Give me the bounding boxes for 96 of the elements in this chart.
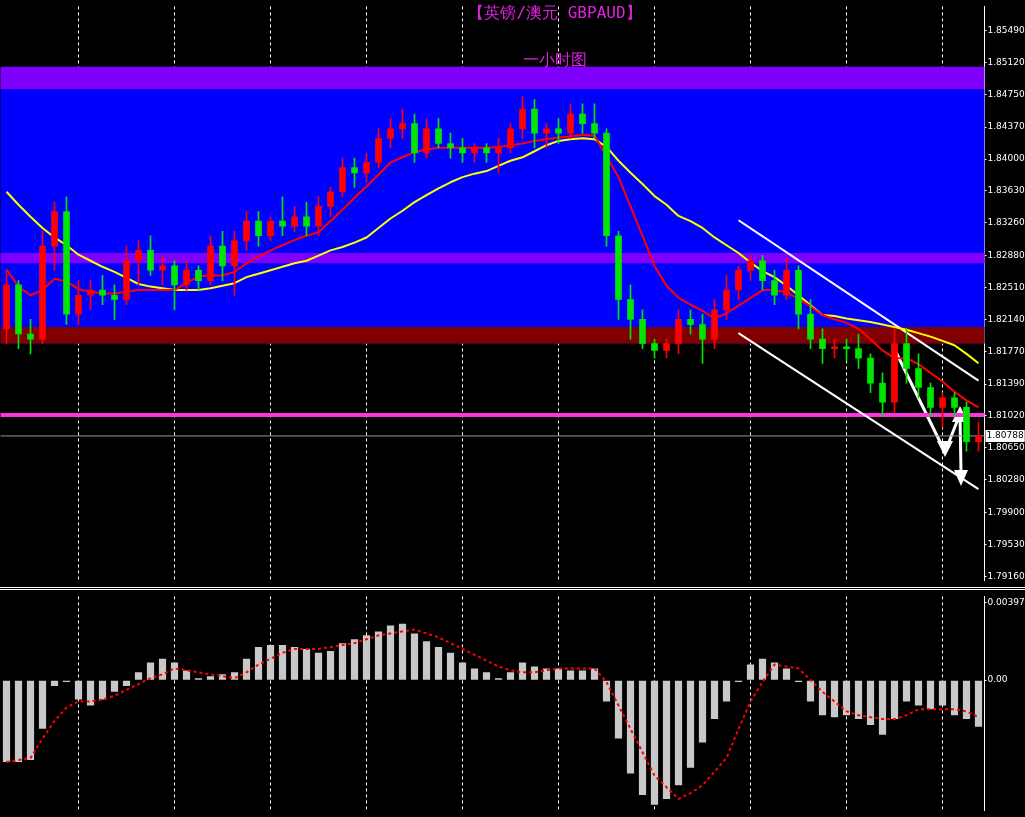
y-tick-label: 1.83260 <box>987 217 1025 228</box>
bar <box>182 670 191 680</box>
bar <box>278 645 287 680</box>
bar <box>770 662 779 680</box>
bar <box>914 680 923 706</box>
bar <box>686 680 695 768</box>
bar <box>854 680 863 720</box>
bar <box>842 680 851 716</box>
bar <box>698 680 707 743</box>
y-tick-label: 1.80280 <box>987 474 1025 485</box>
bar <box>890 680 899 720</box>
bar <box>134 672 143 680</box>
bar <box>758 658 767 680</box>
bar <box>374 631 383 680</box>
bar <box>614 680 623 739</box>
bar <box>974 680 983 727</box>
y-tick-label: 1.82880 <box>987 249 1025 260</box>
bar <box>626 680 635 774</box>
bar <box>782 668 791 680</box>
bar <box>434 647 443 680</box>
bar <box>506 672 515 680</box>
bar <box>98 680 107 700</box>
bar <box>962 680 971 720</box>
bar <box>158 658 167 680</box>
bar <box>950 680 959 716</box>
y-tick-label: 0.00 <box>987 674 1008 685</box>
bar <box>362 635 371 680</box>
bar <box>650 680 659 805</box>
bar <box>242 658 251 680</box>
y-tick-label: 1.81390 <box>987 378 1025 389</box>
y-tick-label: 1.81770 <box>987 345 1025 356</box>
bar <box>422 641 431 680</box>
y-tick-label: 1.85120 <box>987 56 1025 67</box>
bar <box>386 625 395 680</box>
y-tick-label: 1.84750 <box>987 88 1025 99</box>
bar <box>446 652 455 680</box>
bar <box>566 670 575 680</box>
bar <box>398 623 407 680</box>
y-tick-label: 1.79160 <box>987 570 1025 581</box>
bar <box>470 668 479 680</box>
bar <box>338 643 347 680</box>
bar <box>674 680 683 786</box>
bar <box>26 680 35 760</box>
bar <box>590 668 599 680</box>
bar <box>602 680 611 702</box>
bar <box>458 662 467 680</box>
bar <box>926 680 935 710</box>
chart-title: 【英镑/澳元 GBPAUD】 <box>467 3 643 24</box>
y-tick-label: 1.82510 <box>987 281 1025 292</box>
bar <box>122 680 131 686</box>
y-tick-label: 1.84370 <box>987 121 1025 132</box>
bar <box>542 668 551 680</box>
bar <box>902 680 911 702</box>
bar <box>878 680 887 735</box>
bar <box>830 680 839 718</box>
ref-line-label: 1.80788 <box>986 430 1024 441</box>
bar <box>326 650 335 680</box>
bar <box>206 676 215 680</box>
bar <box>710 680 719 720</box>
y-tick-label: 1.82140 <box>987 313 1025 324</box>
y-tick-label: 1.83630 <box>987 185 1025 196</box>
bar <box>50 680 59 686</box>
bar <box>722 680 731 702</box>
bar <box>146 662 155 680</box>
bar <box>818 680 827 716</box>
bar <box>410 633 419 680</box>
bar <box>302 648 311 680</box>
y-tick-label: 1.81020 <box>987 410 1025 421</box>
bar <box>38 680 47 729</box>
y-tick-label: 1.79900 <box>987 506 1025 517</box>
bar <box>518 662 527 680</box>
bar <box>482 672 491 680</box>
bar <box>350 639 359 680</box>
bar <box>746 664 755 680</box>
y-tick-label: 0.00397 <box>987 597 1025 608</box>
y-tick-label: 1.79530 <box>987 538 1025 549</box>
bar <box>866 680 875 725</box>
y-tick-label: 1.85490 <box>987 24 1025 35</box>
bar <box>314 652 323 680</box>
bar <box>806 680 815 702</box>
bar <box>266 645 275 680</box>
bar <box>662 680 671 799</box>
text: 一小时图 <box>522 50 588 71</box>
bar <box>938 680 947 706</box>
bar <box>2 680 11 762</box>
line-series <box>5 628 980 800</box>
y-tick-label: 1.84000 <box>987 153 1025 164</box>
bar <box>14 680 23 762</box>
bar <box>74 680 83 700</box>
bar <box>638 680 647 796</box>
bar <box>290 647 299 680</box>
bar <box>578 670 587 680</box>
bar <box>554 668 563 680</box>
bar <box>254 647 263 680</box>
bar <box>110 680 119 692</box>
y-tick-label: 1.80650 <box>987 442 1025 453</box>
